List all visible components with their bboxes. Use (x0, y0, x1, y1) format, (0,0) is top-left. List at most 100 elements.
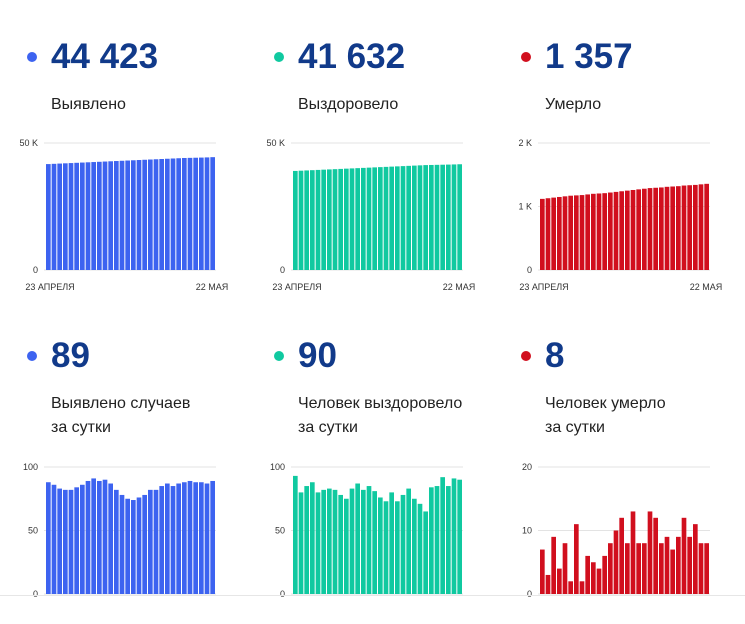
bar (551, 197, 556, 270)
bar (636, 543, 641, 594)
bar (355, 168, 360, 270)
bar (102, 161, 108, 270)
bar (664, 536, 670, 594)
bar (625, 190, 630, 270)
y-tick-label: 1 K (518, 202, 532, 212)
bar (451, 478, 457, 594)
y-tick-label: 2 K (518, 138, 532, 148)
bar (182, 482, 187, 594)
bar (327, 169, 332, 270)
bar (46, 482, 51, 594)
total-recovered-label: Выздоровело (298, 93, 398, 117)
y-tick-label: 50 K (266, 138, 285, 148)
bar (187, 480, 193, 594)
chart-daily-deaths: 0 10 20 (522, 462, 710, 599)
y-tick-label: 0 (280, 589, 285, 599)
panel-daily-deaths: 8 Человек умерло за сутки (517, 334, 745, 624)
bar (446, 486, 451, 594)
label-line: Выздоровело (298, 96, 399, 113)
bar (91, 162, 96, 270)
bar (304, 486, 309, 594)
bar (574, 195, 579, 270)
bar (417, 165, 423, 270)
total-recovered-value: 41 632 (298, 37, 406, 76)
bar (602, 555, 607, 594)
bar (119, 494, 125, 594)
bar (153, 159, 159, 270)
bar (704, 543, 709, 594)
bar (372, 491, 377, 594)
daily-confirmed-value: 89 (51, 336, 90, 375)
bar (568, 581, 573, 594)
bar (366, 486, 372, 594)
bar (148, 489, 153, 594)
bar (338, 168, 343, 270)
bar (625, 543, 630, 594)
total-deaths-label: Умерло (545, 93, 601, 117)
label-line: Умерло (545, 96, 602, 113)
bar (159, 159, 164, 270)
bar (579, 581, 585, 594)
bar (142, 494, 147, 594)
bar (687, 536, 692, 594)
bar (165, 483, 170, 594)
bar (372, 167, 377, 270)
bar (596, 568, 602, 594)
bar (653, 517, 658, 594)
bar (332, 489, 338, 594)
x-end-label: 22 МАЯ (196, 282, 229, 292)
label-line: Выявлено (51, 96, 126, 113)
bar (642, 543, 647, 594)
bar (670, 549, 675, 594)
bar (131, 160, 136, 270)
panel-confirmed: 44 423 Выявлено (23, 35, 263, 325)
bar (642, 188, 647, 270)
daily-deaths-label: Человек умерло за сутки (545, 392, 666, 440)
bar (349, 168, 355, 270)
bar (596, 193, 602, 270)
bar (636, 189, 641, 270)
label-line: Человек умерло (545, 395, 666, 412)
x-start-label: 23 АПРЕЛЯ (519, 282, 568, 292)
bar (698, 184, 704, 270)
bar (344, 168, 349, 270)
bar (423, 511, 428, 594)
bar (579, 195, 585, 270)
bar (204, 483, 210, 594)
bar (378, 497, 383, 594)
total-deaths-value: 1 357 (545, 37, 633, 76)
y-tick-label: 20 (522, 462, 532, 472)
legend-dot-icon (27, 52, 37, 62)
bar (585, 555, 590, 594)
bar (310, 482, 315, 594)
bar (80, 484, 85, 594)
bar (366, 167, 372, 270)
bar (693, 524, 698, 594)
bar (557, 568, 562, 594)
bar (383, 166, 389, 270)
bar (108, 483, 113, 594)
bar (693, 184, 698, 270)
bar (97, 480, 102, 594)
bar (159, 486, 164, 594)
y-tick-label: 0 (527, 589, 532, 599)
bar (355, 483, 360, 594)
bar (681, 185, 687, 270)
bar (361, 167, 366, 270)
bar (670, 186, 675, 270)
bar (210, 157, 215, 270)
bar (85, 480, 91, 594)
bar (74, 487, 79, 594)
panel-deaths: 1 357 Умерло (517, 35, 745, 325)
y-tick-label: 0 (527, 265, 532, 275)
bar (310, 170, 315, 270)
bar (630, 511, 636, 594)
bar (540, 198, 545, 270)
bar (315, 492, 321, 594)
label-line: за сутки (545, 419, 605, 436)
chart-recovered: 0 50 K 23 АПРЕЛЯ 22 МАЯ (266, 138, 475, 292)
bar (400, 494, 406, 594)
bar (608, 543, 613, 594)
bar (412, 498, 417, 594)
bar (114, 489, 119, 594)
